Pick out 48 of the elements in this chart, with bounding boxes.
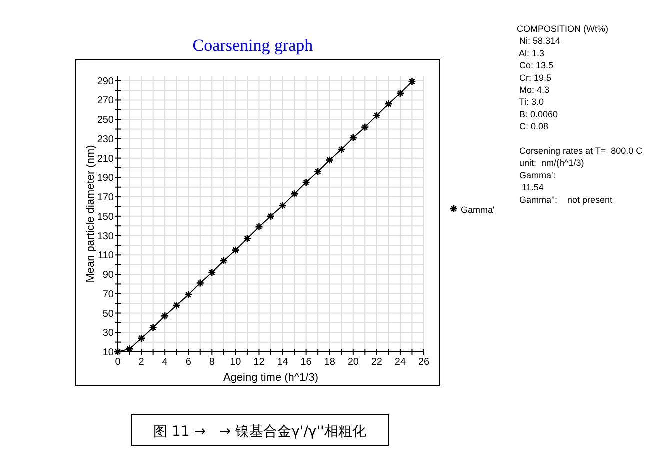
y-tick-label: 190 [97,173,114,184]
text: Cr: 19.5 [517,72,552,83]
x-tick-label: 6 [186,357,192,368]
x-tick-label: 22 [371,357,383,368]
x-axis-title: Ageing time (h^1/3) [223,372,319,384]
text: Ni: 58.314 [517,36,561,46]
x-tick-label: 26 [418,357,430,368]
text: B: 0.0060 [517,109,558,120]
y-tick-label: 70 [102,289,114,300]
x-tick-label: 10 [230,357,242,368]
x-tick-label: 20 [348,357,360,368]
x-tick-label: 18 [324,357,336,368]
y-tick-label: 250 [97,115,114,126]
x-tick-label: 2 [138,357,145,368]
text: Mo: 4.3 [517,85,550,95]
caption: 图 11 → → 镍基合金γ'/γ''相粗化 [154,424,366,440]
y-tick-label: 10 [102,348,114,358]
text: C: 0.08 [517,122,549,132]
y-axis-title: Mean particle diameter (nm) [85,145,97,283]
x-tick-label: 8 [209,357,216,368]
y-tick-label: 290 [97,76,114,88]
x-tick-label: 0 [115,357,122,368]
text: Corsening rates at T= 800.0 C [517,146,644,156]
x-tick-label: 24 [394,357,406,368]
y-tick-label: 210 [97,154,114,165]
text: Ti: 3.0 [517,97,544,108]
x-tick-label: 4 [162,357,168,368]
text: unit: nm/(h^1/3) [517,158,584,168]
y-tick-label: 270 [97,96,114,107]
x-tick-label: 12 [254,357,266,368]
chart-title: Coarsening graph [192,36,314,55]
text: Gamma'': not present [517,194,613,205]
y-tick-label: 130 [97,231,114,242]
y-tick-label: 110 [98,250,114,262]
y-tick-label: 30 [102,328,114,340]
text: COMPOSITION (Wt%) [517,24,608,34]
x-tick-label: 16 [300,357,312,368]
y-tick-label: 50 [102,308,114,320]
y-tick-label: 170 [97,192,114,204]
legend-label: Gamma' [461,205,496,215]
x-tick-label: 14 [277,357,289,368]
y-tick-label: 230 [97,134,114,146]
text: 11.54 [517,182,544,193]
text: Co: 13.5 [517,60,554,71]
y-tick-label: 150 [97,212,114,223]
text: Al: 1.3 [517,48,545,58]
y-tick-label: 90 [102,270,114,282]
text: Gamma': [517,170,556,180]
